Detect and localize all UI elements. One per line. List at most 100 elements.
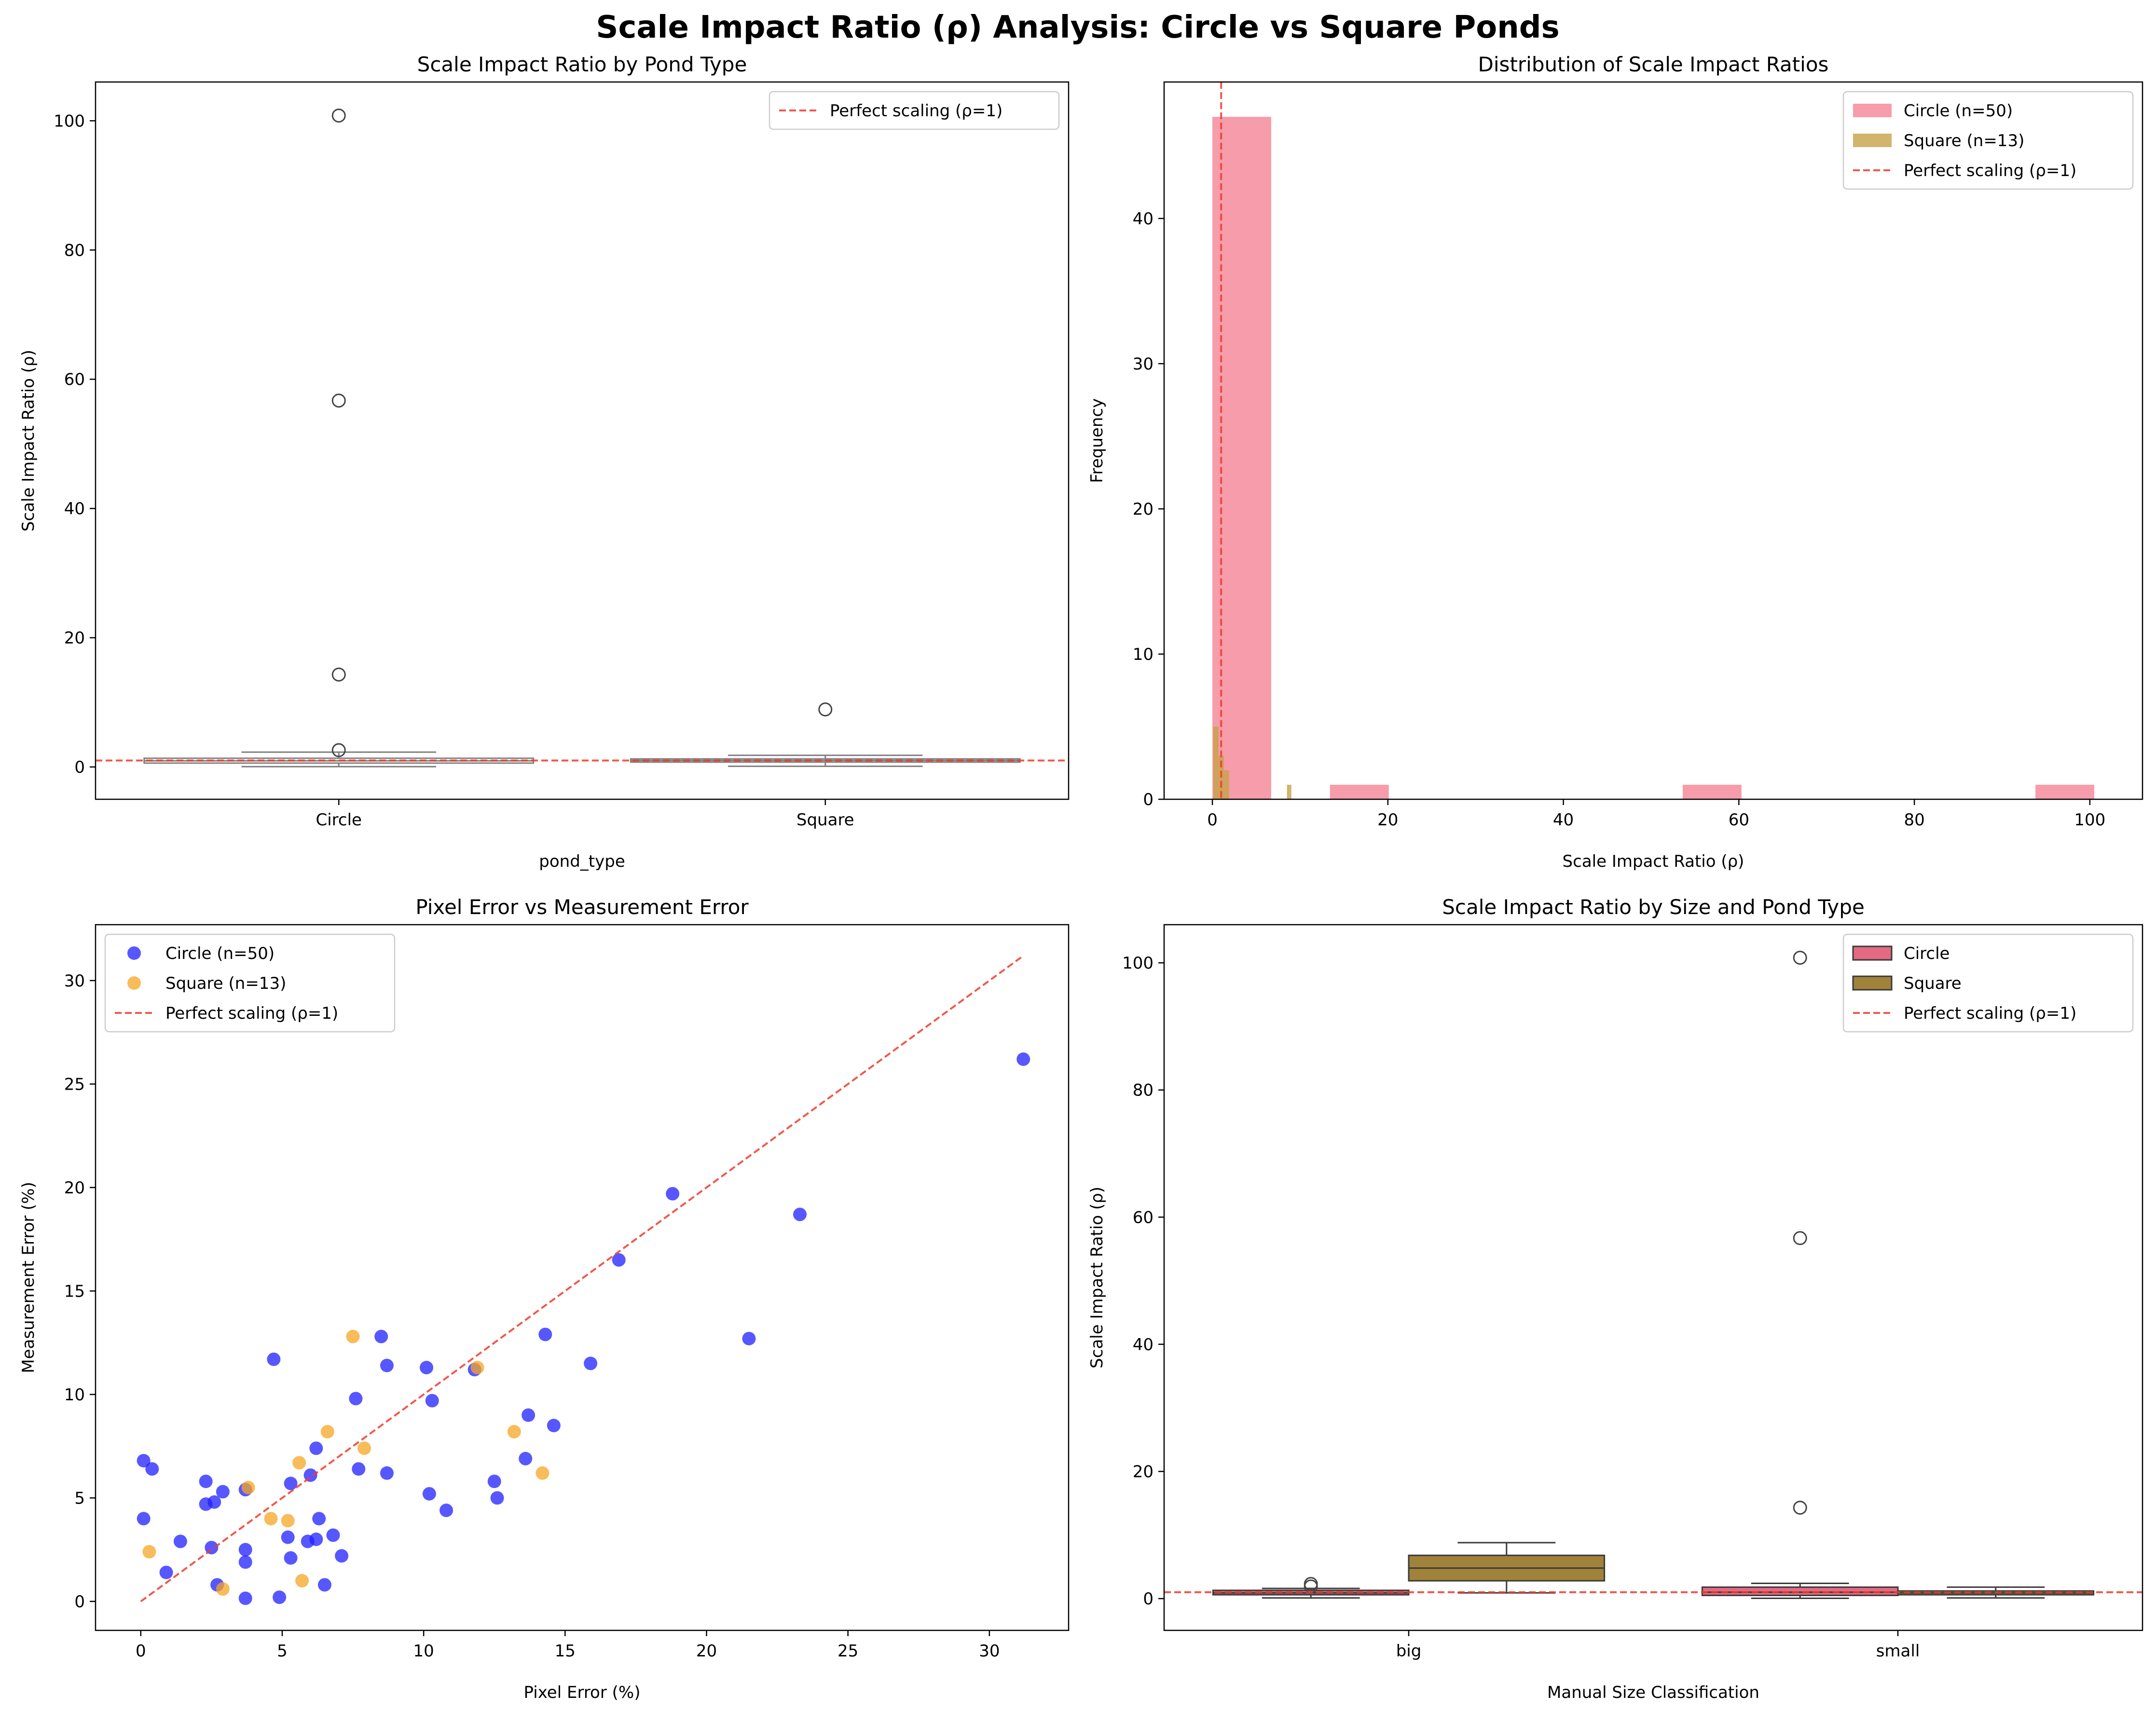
- outlier-point: [1793, 1501, 1807, 1515]
- y-tick-label: 40: [64, 499, 85, 519]
- scatter-point: [238, 1543, 252, 1557]
- y-tick-label: 10: [1133, 645, 1154, 664]
- subplot-p2: Distribution of Scale Impact Ratios Scale…: [1087, 53, 2143, 871]
- x-tick-label: 15: [555, 1641, 576, 1661]
- legend-label: Square (n=13): [1904, 131, 2024, 150]
- scatter-point: [292, 1456, 306, 1470]
- subplot-title: Scale Impact Ratio by Pond Type: [417, 53, 747, 76]
- outlier-point: [331, 667, 346, 682]
- legend-box: [104, 933, 396, 1033]
- legend: Circle Square Perfect scaling (ρ=1): [1842, 933, 2134, 1033]
- y-tick-label: 20: [1133, 500, 1154, 519]
- y-tick-label: 80: [1133, 1081, 1154, 1100]
- axes-frame: [1163, 924, 2143, 1631]
- scatter-point: [538, 1327, 552, 1341]
- y-tick-label: 30: [64, 971, 85, 991]
- scatter-point: [137, 1454, 151, 1468]
- y-tick-label: 100: [1122, 954, 1154, 973]
- x-tick-label: 25: [838, 1641, 858, 1661]
- y-tick-label: 20: [64, 1178, 85, 1198]
- x-tick-label: 20: [1377, 810, 1398, 830]
- scatter-point: [490, 1491, 504, 1505]
- scatter-point: [666, 1187, 680, 1201]
- legend-label: Perfect scaling (ρ=1): [1904, 161, 2076, 180]
- y-tick-label: 80: [64, 241, 85, 260]
- scatter-point: [346, 1329, 360, 1343]
- hist-bar: [1212, 117, 1271, 799]
- y-tick-label: 25: [64, 1075, 85, 1094]
- y-tick-label: 0: [1143, 1589, 1154, 1609]
- scatter-point: [584, 1356, 598, 1370]
- y-tick-label: 10: [64, 1385, 85, 1405]
- legend-label: Circle (n=50): [165, 944, 275, 963]
- box-big-Circle: [1212, 1577, 1410, 1599]
- scatter-point: [326, 1528, 340, 1542]
- hist-bar: [2035, 784, 2094, 799]
- legend-label: Perfect scaling (ρ=1): [830, 101, 1002, 121]
- outlier-point: [818, 702, 833, 717]
- scatter-point: [612, 1253, 626, 1267]
- scatter-point: [357, 1441, 371, 1455]
- hist-bar: [1223, 770, 1229, 799]
- outlier-point: [331, 393, 346, 408]
- legend-swatch: [1852, 945, 1893, 961]
- scatter-point: [216, 1582, 230, 1596]
- x-tick-label: 60: [1729, 810, 1749, 830]
- subplot-p1: Scale Impact Ratio by Pond Type pond_type…: [19, 53, 1070, 871]
- x-axis-label: pond_type: [539, 852, 625, 871]
- scatter-point: [281, 1530, 295, 1544]
- legend: Circle (n=50) Square (n=13) Perfect scalin…: [1842, 91, 2134, 190]
- outlier-point: [1793, 951, 1807, 965]
- scatter-point: [547, 1419, 561, 1433]
- legend-box: [1842, 933, 2134, 1033]
- subplot-title: Pixel Error vs Measurement Error: [415, 895, 749, 919]
- scatter-point: [420, 1361, 434, 1375]
- y-tick-label: 0: [74, 1592, 85, 1612]
- y-tick-label: 0: [1143, 790, 1154, 809]
- scatter-point: [380, 1358, 394, 1372]
- scatter-point: [159, 1565, 173, 1579]
- scatter-point: [425, 1394, 439, 1408]
- legend-label: Square (n=13): [165, 974, 286, 993]
- scatter-point: [137, 1512, 151, 1526]
- scatter-point: [295, 1574, 309, 1588]
- x-axis-label: Manual Size Classification: [1547, 1683, 1759, 1702]
- box-small-Circle: [1701, 951, 1899, 1599]
- hist-bar: [1330, 784, 1389, 799]
- y-axis-label: Scale Impact Ratio (ρ): [19, 350, 38, 532]
- scatter-point: [320, 1425, 334, 1439]
- x-tick-label: 20: [696, 1641, 717, 1661]
- box-big-Square: [1408, 1542, 1606, 1594]
- x-axis-label: Scale Impact Ratio (ρ): [1563, 852, 1744, 871]
- x-tick-label: big: [1396, 1641, 1422, 1661]
- outlier-point: [331, 109, 346, 123]
- scatter-point: [309, 1441, 323, 1455]
- x-tick-label: 10: [413, 1641, 434, 1661]
- x-tick-label: small: [1876, 1641, 1920, 1661]
- y-tick-label: 20: [1133, 1462, 1154, 1481]
- scatter-point: [470, 1361, 484, 1375]
- subplot-p4: Scale Impact Ratio by Size and Pond Type…: [1087, 895, 2143, 1702]
- outlier-point: [1793, 1231, 1807, 1245]
- y-axis-label: Scale Impact Ratio (ρ): [1087, 1187, 1107, 1368]
- hist-bar: [1682, 784, 1742, 799]
- y-tick-label: 30: [1133, 355, 1154, 374]
- legend: Perfect scaling (ρ=1): [769, 91, 1060, 130]
- box-Square: [630, 702, 1021, 767]
- legend-swatch: [1853, 104, 1892, 117]
- y-axis-label: Frequency: [1087, 398, 1107, 483]
- hist-series-circle: [1212, 117, 2094, 799]
- x-tick-label: Circle: [316, 810, 362, 830]
- legend-swatch: [1853, 134, 1892, 147]
- scatter-point: [335, 1549, 349, 1563]
- hist-bar: [1287, 784, 1291, 799]
- legend-marker: [127, 946, 141, 960]
- outlier-point: [331, 743, 346, 757]
- hist-bar: [1213, 726, 1219, 799]
- x-tick-label: 30: [979, 1641, 1000, 1661]
- subplot-title: Scale Impact Ratio by Size and Pond Type: [1442, 895, 1865, 919]
- scatter-point: [207, 1495, 221, 1509]
- legend-label: Circle (n=50): [1904, 101, 2013, 121]
- legend-swatch: [1852, 975, 1893, 991]
